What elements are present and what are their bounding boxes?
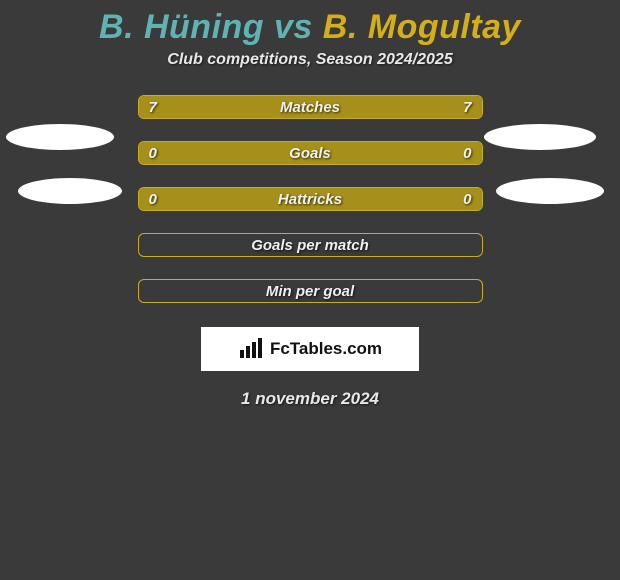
stat-label: Matches: [280, 99, 340, 116]
stat-value-right: 0: [463, 145, 471, 162]
stat-row: 0 0 Hattricks: [138, 187, 483, 211]
avatar-ellipse: [484, 124, 596, 150]
brand-box: FcTables.com: [201, 327, 419, 371]
title-vs: vs: [274, 8, 313, 46]
stat-row: 0 0 Goals: [138, 141, 483, 165]
stat-fill-right: [310, 142, 482, 164]
stat-row: Goals per match: [138, 233, 483, 257]
stat-row: Min per goal: [138, 279, 483, 303]
stat-value-right: 7: [463, 99, 471, 116]
avatar-ellipse: [496, 178, 604, 204]
stat-label: Goals per match: [251, 237, 369, 254]
brand-bars-icon: [238, 338, 266, 360]
avatar-ellipse: [6, 124, 114, 150]
stat-label: Goals: [289, 145, 331, 162]
stat-row: 7 7 Matches: [138, 95, 483, 119]
page-title: B. Hüning vs B. Mogultay: [0, 0, 620, 51]
stat-value-left: 0: [149, 145, 157, 162]
title-player2: B. Mogultay: [323, 8, 521, 46]
stat-value-right: 0: [463, 191, 471, 208]
brand-text: FcTables.com: [270, 339, 382, 359]
stat-value-left: 0: [149, 191, 157, 208]
subtitle: Club competitions, Season 2024/2025: [0, 51, 620, 95]
title-player1: B. Hüning: [99, 8, 264, 46]
date-text: 1 november 2024: [0, 389, 620, 409]
stat-value-left: 7: [149, 99, 157, 116]
stat-fill-left: [139, 142, 311, 164]
stat-label: Min per goal: [266, 283, 354, 300]
avatar-ellipse: [18, 178, 122, 204]
stat-label: Hattricks: [278, 191, 342, 208]
